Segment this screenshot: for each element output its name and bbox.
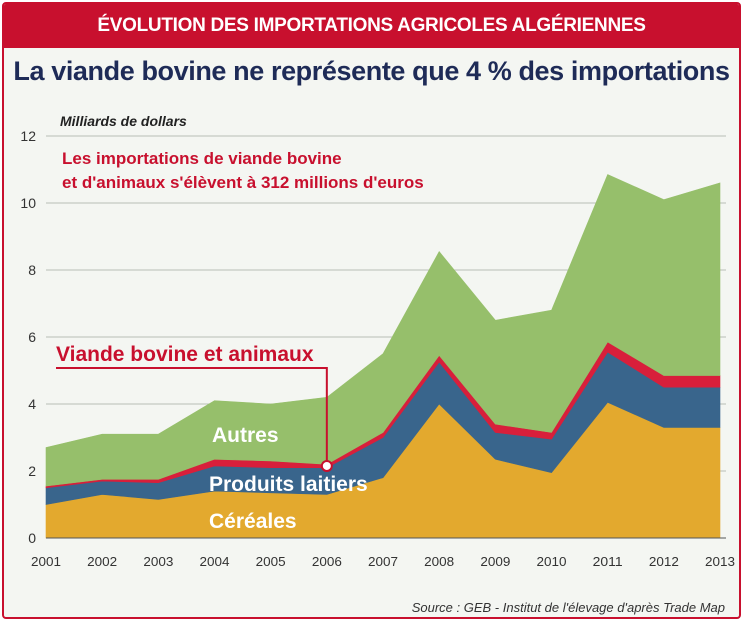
- x-tick-label: 2012: [649, 554, 679, 569]
- callout-leader: [56, 367, 328, 466]
- label-autres: Autres: [212, 424, 279, 447]
- x-tick-label: 2004: [200, 554, 230, 569]
- note-line-2: et d'animaux s'élèvent à 312 millions d'…: [62, 173, 424, 192]
- y-tick-label: 6: [28, 329, 36, 345]
- y-tick-label: 4: [28, 396, 36, 412]
- axis: 0 2 4 6 8 10 12 2001 2002 2003 2004 2005 2006 2007 200…: [20, 128, 735, 569]
- y-axis-label: Milliards de dollars: [60, 113, 187, 129]
- x-tick-label: 2007: [368, 554, 398, 569]
- label-cereales: Céréales: [209, 510, 297, 533]
- y-tick-label: 0: [28, 530, 36, 546]
- y-tick-label: 12: [20, 128, 36, 144]
- x-tick-label: 2011: [593, 554, 623, 569]
- y-tick-label: 2: [28, 463, 36, 479]
- area-series: [45, 174, 721, 539]
- x-tick-label: 2013: [705, 554, 735, 569]
- banner-title: ÉVOLUTION DES IMPORTATIONS AGRICOLES ALG…: [4, 4, 739, 48]
- headline: La viande bovine ne représente que 4 % d…: [13, 56, 730, 86]
- labels: Milliards de dollars Les importations de …: [56, 113, 424, 533]
- callout-marker: [320, 459, 333, 472]
- x-tick-label: 2002: [87, 554, 117, 569]
- note-line-1: Les importations de viande bovine: [62, 149, 342, 168]
- source-note: Source : GEB - Institut de l'élevage d'a…: [411, 600, 725, 615]
- x-tick-label: 2008: [424, 554, 454, 569]
- area-series: [45, 174, 721, 487]
- y-tick-label: 8: [28, 262, 36, 278]
- y-tick-label: 10: [20, 195, 36, 211]
- x-tick-label: 2005: [256, 554, 286, 569]
- x-tick-label: 2001: [31, 554, 61, 569]
- x-tick-label: 2006: [312, 554, 342, 569]
- label-produits-laitiers: Produits laitiers: [209, 473, 368, 496]
- callout-label: Viande bovine et animaux: [56, 343, 314, 366]
- x-tick-label: 2010: [537, 554, 567, 569]
- x-tick-label: 2003: [143, 554, 173, 569]
- x-tick-label: 2009: [480, 554, 510, 569]
